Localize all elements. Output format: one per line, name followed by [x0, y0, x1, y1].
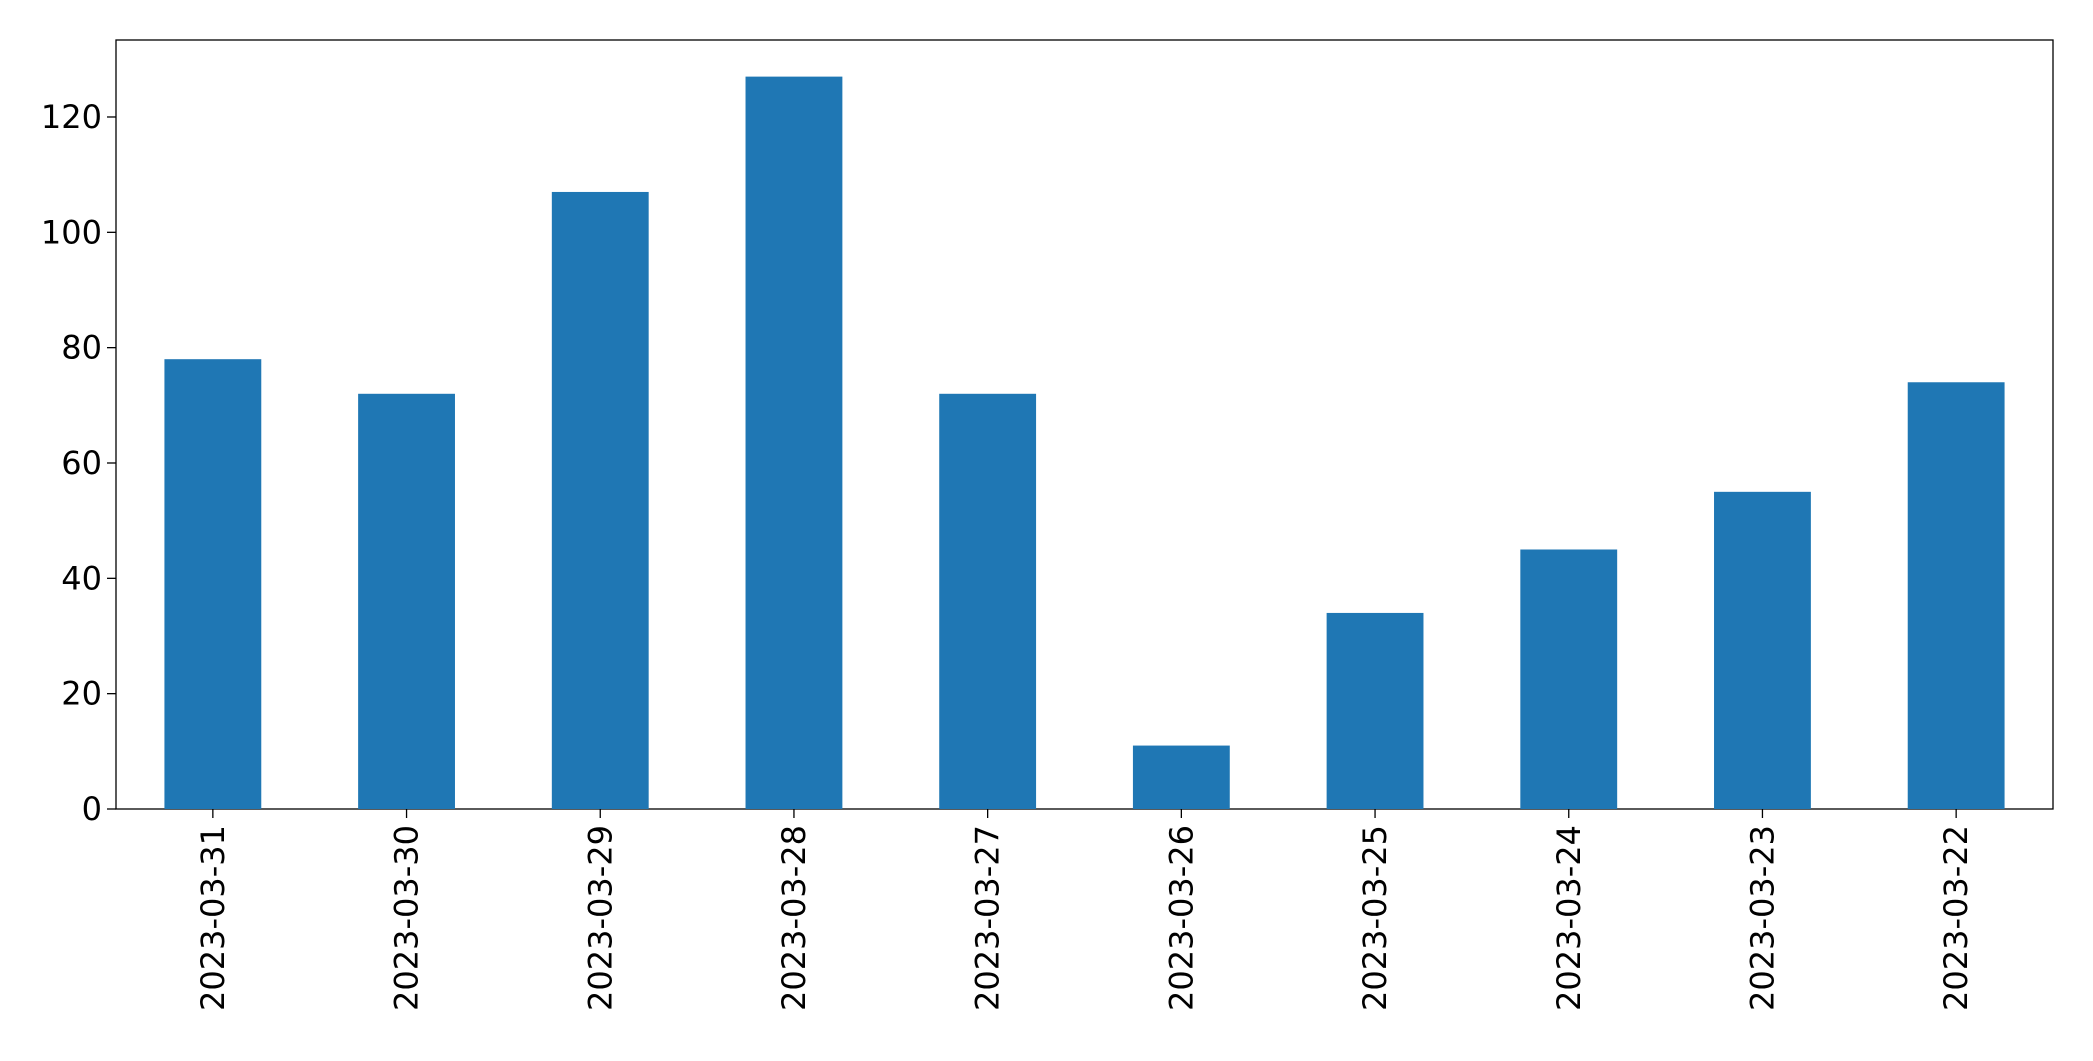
bar: [1714, 491, 1811, 809]
bar: [939, 393, 1037, 809]
y-tick-label: 60: [61, 444, 102, 482]
x-tick-label: 2023-03-31: [194, 825, 232, 1011]
x-tick-label: 2023-03-25: [1356, 825, 1394, 1011]
bar: [551, 191, 649, 809]
x-tick-label: 2023-03-26: [1162, 825, 1200, 1011]
y-tick-label: 80: [61, 329, 102, 367]
x-tick-label: 2023-03-29: [581, 825, 619, 1011]
x-tick-label: 2023-03-30: [388, 825, 426, 1011]
x-tick-label: 2023-03-22: [1937, 825, 1975, 1011]
x-tick-label: 2023-03-27: [969, 825, 1007, 1011]
y-tick-label: 120: [41, 98, 102, 136]
x-tick-label: 2023-03-28: [775, 825, 813, 1011]
plot-frame: [115, 39, 2054, 810]
bar: [1132, 745, 1230, 809]
bar: [358, 393, 455, 809]
y-tick-label: 100: [41, 213, 102, 251]
x-tick-label: 2023-03-24: [1550, 825, 1588, 1011]
bar: [1907, 382, 2005, 809]
bar: [1520, 549, 1618, 809]
bar: [1326, 612, 1424, 809]
bar: [745, 76, 843, 810]
bar: [164, 359, 262, 809]
y-tick-label: 20: [61, 675, 102, 713]
x-tick-label: 2023-03-23: [1743, 825, 1781, 1011]
y-tick-label: 40: [61, 559, 102, 597]
y-tick-label: 0: [82, 790, 102, 828]
